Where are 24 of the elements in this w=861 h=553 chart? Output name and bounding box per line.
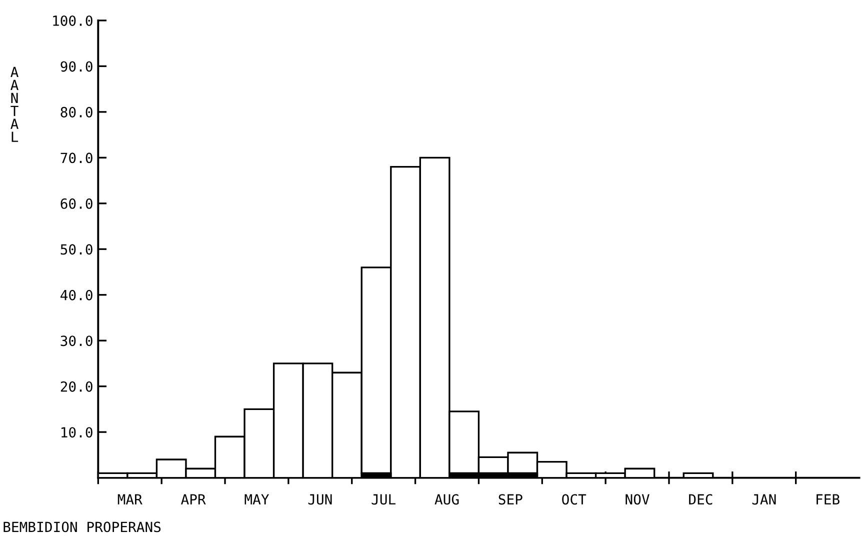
text: JAN — [752, 494, 776, 505]
y-tick-label: 90.0 — [60, 61, 92, 72]
text: SEP — [498, 494, 522, 505]
y-tick-label: 20.0 — [60, 381, 92, 392]
text: MAR — [118, 494, 142, 504]
text: OCT — [562, 494, 586, 505]
text: NOV — [626, 494, 650, 505]
y-tick-label: 100.0 — [53, 15, 92, 26]
text: JUN — [308, 494, 332, 505]
text: MAY — [244, 494, 270, 504]
y-tick-label: 40.0 — [60, 290, 92, 300]
y-tick-label: 60.0 — [60, 198, 92, 209]
text: FEB — [816, 494, 840, 504]
y-tick-label: 50.0 — [60, 244, 92, 255]
text: AUG — [434, 494, 459, 505]
y-tick-label: 10.0 — [62, 427, 92, 438]
y-tick-label: 30.0 — [60, 336, 92, 346]
y-tick-label: 80.0 — [60, 106, 92, 118]
text: APR — [181, 494, 206, 504]
y-axis-title: AANTAL — [10, 66, 18, 142]
text: DEC — [689, 494, 712, 505]
text: BEMBIDION PROPERANS — [4, 522, 161, 532]
text: JUL — [372, 494, 396, 505]
y-tick-label: 70.0 — [60, 152, 92, 164]
